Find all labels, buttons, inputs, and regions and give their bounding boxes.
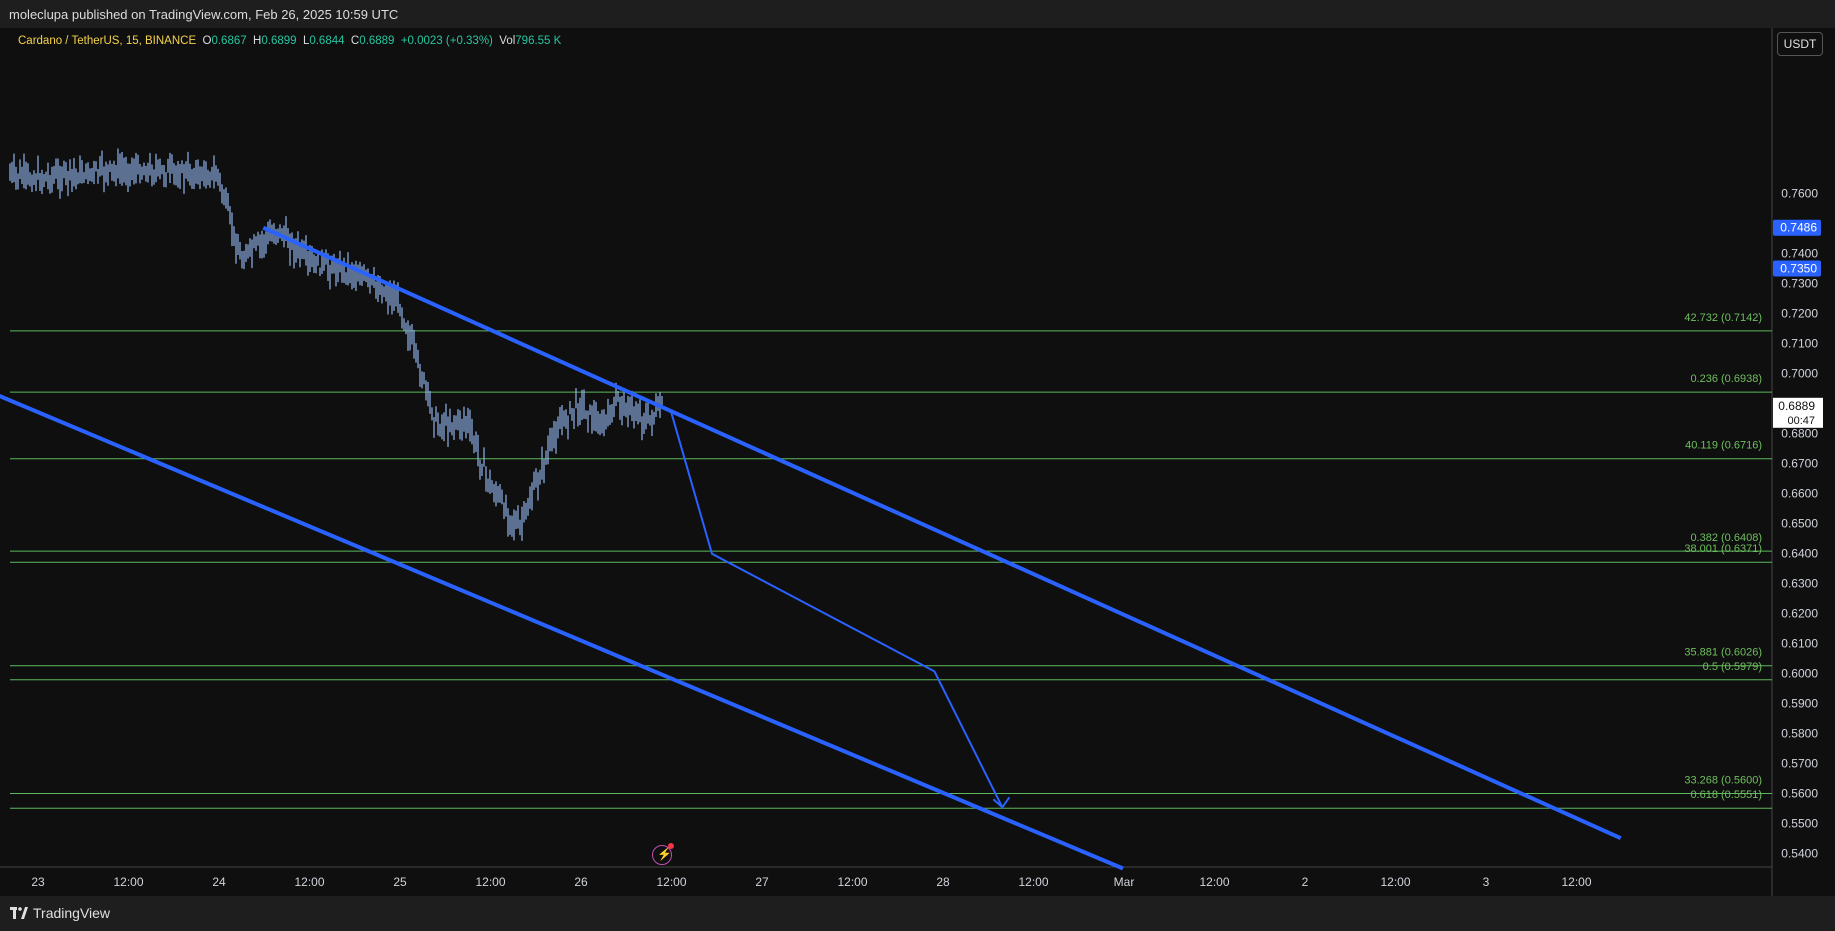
y-tick-label: 0.7600: [1781, 187, 1818, 201]
open-value: 0.6867: [211, 35, 247, 47]
fib-level-label: 40.119 (0.6716): [1685, 440, 1762, 452]
chart-area[interactable]: 0.7600 0.7400 0.7300 0.7200 0.7100 0.7000 0.68…: [0, 28, 1835, 896]
publisher-bar: moleclupa published on TradingView.com, …: [0, 0, 1835, 28]
price-axis[interactable]: [1772, 28, 1835, 896]
y-tick-label: 0.7000: [1781, 367, 1818, 381]
volume-value: 796.55 K: [515, 35, 562, 47]
fib-level-label: 0.5 (0.5979): [1703, 661, 1762, 673]
projection-arrow-head: [992, 796, 1011, 809]
notification-dot: [668, 843, 674, 849]
current-price-tag: [1773, 397, 1823, 428]
projection-path[interactable]: [669, 409, 1004, 808]
x-tick-label: 12:00: [1018, 875, 1048, 889]
y-tick-label: 0.7200: [1781, 307, 1818, 321]
fib-level-label: 0.618 (0.5551): [1690, 789, 1762, 801]
y-tick-label: 0.6500: [1781, 517, 1818, 531]
x-tick-label: 12:00: [113, 875, 143, 889]
publisher-text: moleclupa published on TradingView.com, …: [9, 7, 399, 22]
close-value: 0.6889: [359, 35, 395, 47]
fib-level-label: 42.732 (0.7142): [1684, 312, 1762, 324]
fib-level-label: 33.268 (0.5600): [1684, 775, 1762, 787]
x-tick-label: 28: [936, 875, 950, 889]
x-tick-label: 12:00: [837, 875, 867, 889]
channel-lower-line[interactable]: [0, 393, 1124, 871]
y-tick-label: 0.7400: [1781, 247, 1818, 261]
footer-brand: TradingView: [33, 905, 111, 921]
countdown-label: 00:47: [1787, 415, 1815, 427]
flash-icon[interactable]: ⚡: [652, 843, 674, 865]
x-tick-label: 12:00: [1199, 875, 1229, 889]
price-tag: [1773, 219, 1821, 236]
current-price-label: 0.6889: [1778, 399, 1815, 413]
candlestick-series[interactable]: [9, 148, 663, 541]
close-label: C: [350, 35, 360, 47]
y-tick-label: 0.6600: [1781, 487, 1818, 501]
x-tick-label: Mar: [1114, 875, 1135, 889]
y-tick-label: 0.6300: [1781, 577, 1818, 591]
price-tag-label: 0.7350: [1780, 262, 1817, 276]
high-label: H: [253, 35, 262, 47]
fib-level-label: 0.236 (0.6938): [1690, 373, 1762, 385]
x-tick-label: 12:00: [1380, 875, 1410, 889]
y-tick-label: 0.6400: [1781, 547, 1818, 561]
y-tick-label: 0.5700: [1781, 757, 1818, 771]
x-tick-label: 2: [1302, 875, 1309, 889]
fib-level-label: 38.001 (0.6371): [1684, 543, 1762, 555]
x-tick-label: 12:00: [1561, 875, 1591, 889]
tradingview-logo[interactable]: TradingView: [10, 905, 110, 921]
x-tick-label: 12:00: [656, 875, 686, 889]
high-value: 0.6899: [261, 35, 297, 47]
fib-level-label: 35.881 (0.6026): [1684, 647, 1762, 659]
price-tag-label: 0.7486: [1780, 221, 1817, 235]
y-tick-label: 0.6800: [1781, 427, 1818, 441]
x-tick-label: 3: [1483, 875, 1490, 889]
x-tick-label: 24: [212, 875, 226, 889]
y-tick-label: 0.6700: [1781, 457, 1818, 471]
x-tick-label: 12:00: [294, 875, 324, 889]
price-tag: [1773, 260, 1821, 277]
low-value: 0.6844: [309, 35, 345, 47]
ohlc-legend: Cardano / TetherUS, 15, BINANCE O0.6867 …: [18, 35, 561, 47]
fib-level-label: 0.382 (0.6408): [1690, 532, 1762, 544]
y-tick-label: 0.5500: [1781, 817, 1818, 831]
currency-button[interactable]: USDT: [1777, 32, 1823, 56]
x-tick-label: 23: [31, 875, 45, 889]
y-tick-label: 0.5400: [1781, 847, 1818, 861]
channel-upper-line[interactable]: [262, 225, 1622, 841]
symbol-label[interactable]: Cardano / TetherUS, 15, BINANCE: [18, 35, 197, 47]
y-tick-label: 0.7100: [1781, 337, 1818, 351]
volume-label: Vol: [499, 35, 516, 47]
y-tick-label: 0.5600: [1781, 787, 1818, 801]
y-tick-label: 0.6000: [1781, 667, 1818, 681]
x-tick-label: 12:00: [475, 875, 505, 889]
y-tick-label: 0.6100: [1781, 637, 1818, 651]
x-tick-label: 26: [574, 875, 588, 889]
y-tick-label: 0.7300: [1781, 277, 1818, 291]
y-tick-label: 0.5900: [1781, 697, 1818, 711]
footer-bar: TradingView: [0, 896, 1835, 931]
open-label: O: [202, 35, 212, 47]
low-label: L: [302, 35, 310, 47]
x-tick-label: 27: [755, 875, 769, 889]
y-tick-label: 0.5800: [1781, 727, 1818, 741]
change-value: +0.0023 (+0.33%): [400, 35, 493, 47]
y-tick-label: 0.6200: [1781, 607, 1818, 621]
x-tick-label: 25: [393, 875, 407, 889]
price-chart[interactable]: 0.7600 0.7400 0.7300 0.7200 0.7100 0.7000 0.68…: [0, 28, 1835, 896]
tradingview-logo-icon: [10, 907, 28, 919]
